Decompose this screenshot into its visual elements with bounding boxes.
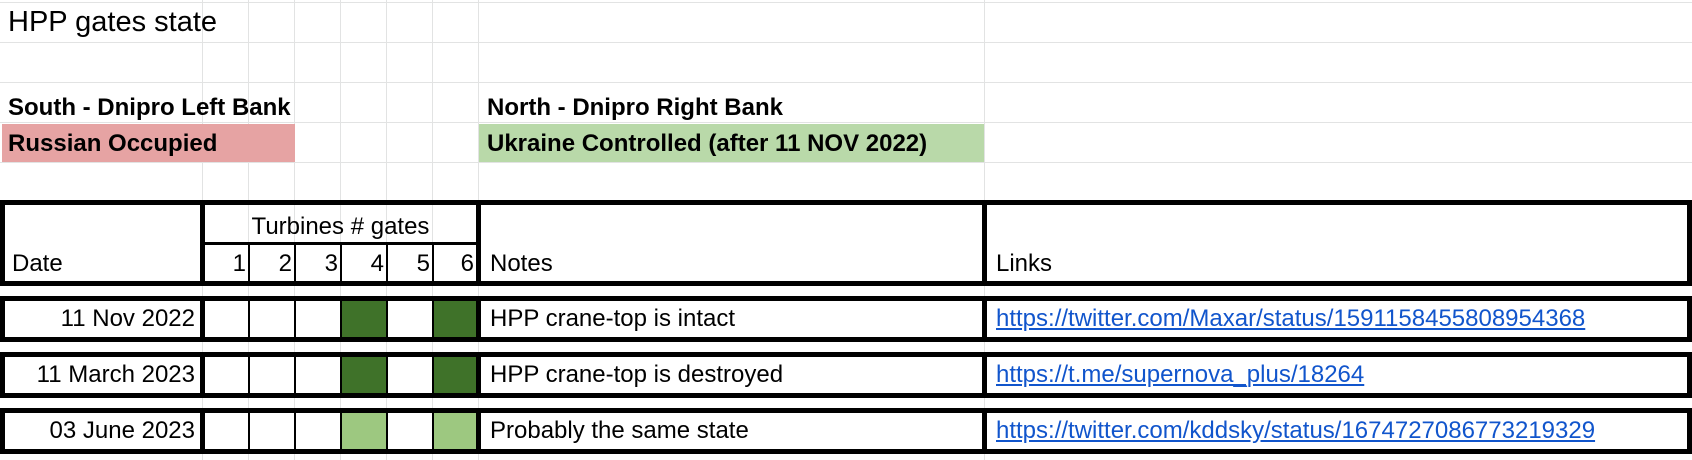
row-link[interactable]: https://t.me/supernova_plus/18264 [996, 361, 1365, 388]
header-turbines: Turbines # gates [251, 213, 430, 240]
gate-cell [205, 357, 248, 393]
north-status-cell: Ukraine Controlled (after 11 NOV 2022) [479, 124, 984, 162]
header-date: Date [12, 250, 63, 277]
north-heading: North - Dnipro Right Bank [487, 94, 783, 121]
header-gate-5: 5 [416, 250, 430, 277]
gate-cell [250, 413, 294, 449]
gate-cell [296, 301, 340, 337]
south-status: Russian Occupied [8, 130, 218, 157]
gate-cell [250, 301, 294, 337]
gate-cell [296, 413, 340, 449]
row-note: HPP crane-top is destroyed [490, 361, 784, 388]
row-link[interactable]: https://twitter.com/Maxar/status/1591158… [996, 305, 1586, 332]
gate-cell [205, 413, 248, 449]
header-links: Links [996, 250, 1053, 277]
row-date: 11 March 2023 [36, 361, 195, 388]
gate-cell [434, 301, 476, 337]
row-link[interactable]: https://twitter.com/kddsky/status/167472… [996, 417, 1596, 444]
gate-cell [296, 357, 340, 393]
gate-cell [205, 301, 248, 337]
table-row [0, 408, 1692, 454]
header-gate-3: 3 [324, 250, 338, 277]
gate-cell [434, 357, 476, 393]
row-date: 03 June 2023 [49, 417, 195, 444]
gate-cell [388, 357, 432, 393]
table-row [0, 352, 1692, 398]
gate-cell [342, 301, 386, 337]
gate-cell [342, 413, 386, 449]
header-gate-2: 2 [278, 250, 292, 277]
south-status-cell: Russian Occupied [2, 124, 295, 162]
gate-cell [342, 357, 386, 393]
table-row [0, 296, 1692, 342]
sheet-title: HPP gates state [8, 6, 218, 38]
gate-cell [388, 301, 432, 337]
header-gate-1: 1 [232, 250, 246, 277]
header-notes: Notes [490, 250, 553, 277]
north-status: Ukraine Controlled (after 11 NOV 2022) [487, 130, 928, 157]
header-gate-4: 4 [370, 250, 384, 277]
gate-cell [250, 357, 294, 393]
gate-cell [434, 413, 476, 449]
south-heading: South - Dnipro Left Bank [8, 94, 291, 121]
gate-cell [388, 413, 432, 449]
header-gate-6: 6 [460, 250, 474, 277]
row-date: 11 Nov 2022 [60, 305, 195, 332]
row-note: Probably the same state [490, 417, 749, 444]
row-note: HPP crane-top is intact [490, 305, 736, 332]
table-header [0, 200, 1692, 286]
